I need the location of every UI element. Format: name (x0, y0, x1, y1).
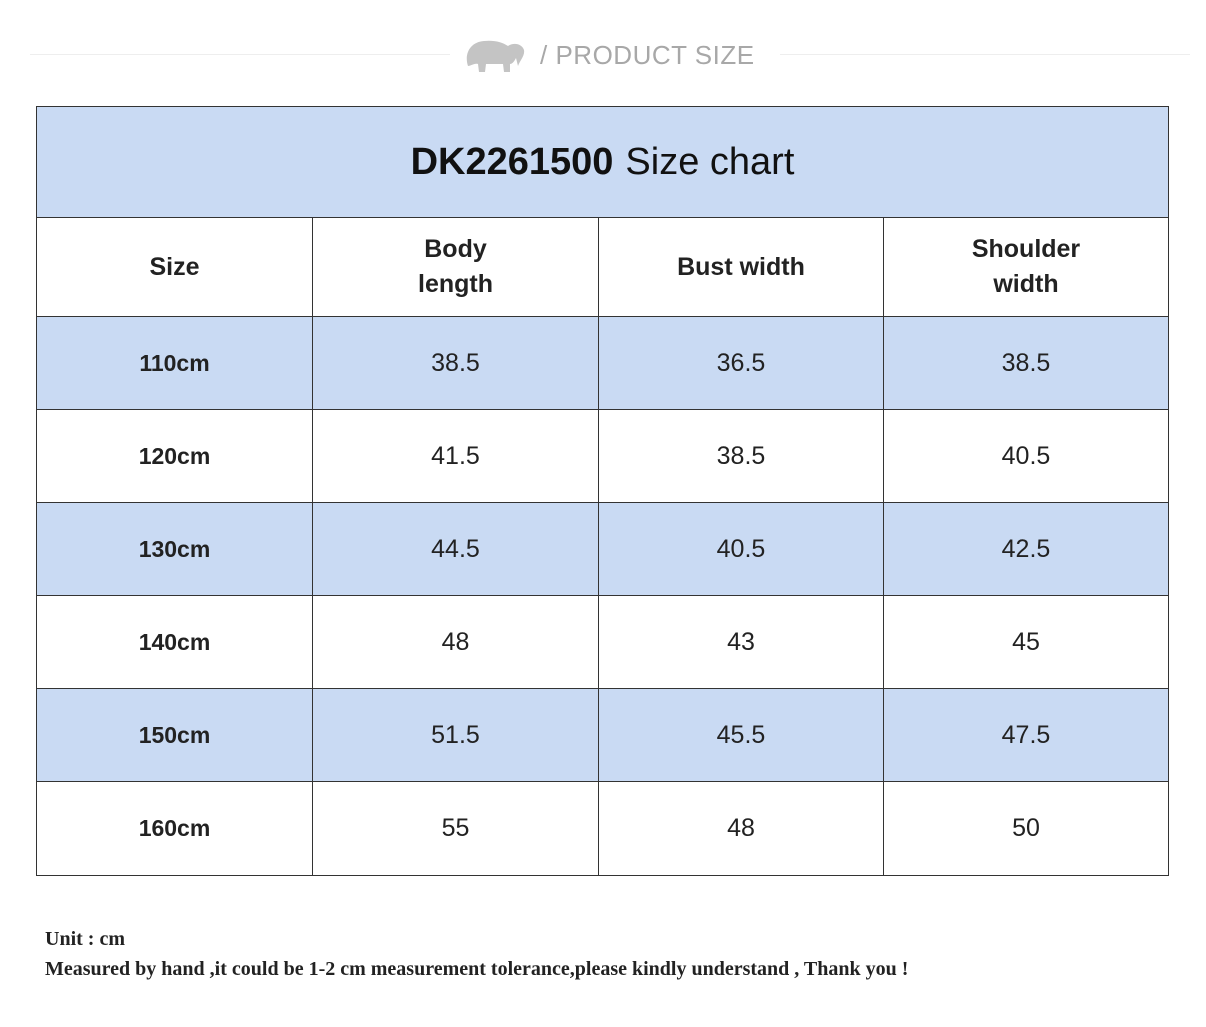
table-row: 160cm 55 48 50 (37, 782, 1168, 875)
value-cell: 48 (313, 596, 599, 688)
header-cell: Bust width (599, 218, 884, 316)
value-cell: 55 (313, 782, 599, 875)
header-text: Bust width (677, 252, 805, 281)
divider (30, 54, 450, 55)
value-cell: 45.5 (599, 689, 884, 781)
title-code: DK2261500 (410, 140, 614, 183)
header-text: Size (149, 252, 200, 281)
value-cell: 41.5 (313, 410, 599, 502)
table-row: 130cm 44.5 40.5 42.5 (37, 503, 1168, 596)
size-cell: 140cm (37, 596, 313, 688)
size-cell: 110cm (37, 317, 313, 409)
value-cell: 51.5 (313, 689, 599, 781)
brand-header: / PRODUCT SIZE (0, 30, 1206, 80)
value-cell: 50 (1012, 814, 1040, 842)
table-title: DK2261500 Size chart (37, 107, 1168, 218)
notes: Unit : cm Measured by hand ,it could be … (45, 924, 908, 984)
value-cell: 43 (599, 596, 884, 688)
value-cell: 40.5 (599, 503, 884, 595)
note: Unit : cm (45, 928, 125, 950)
header-cell: Size (37, 218, 313, 316)
table-row: 150cm 51.5 45.5 47.5 (37, 689, 1168, 782)
size-cell: 130cm (37, 503, 313, 595)
divider (780, 54, 1190, 55)
table-row: 120cm 41.5 38.5 40.5 (37, 410, 1168, 503)
header-cell: Shoulder width (884, 218, 1168, 316)
size-cell: 120cm (37, 410, 313, 502)
table-row: 110cm 38.5 36.5 38.5 (37, 317, 1168, 410)
value-cell: 38.5 (1001, 348, 1051, 377)
value-cell: 42.5 (1001, 534, 1051, 563)
elephant-icon (466, 40, 525, 72)
note: Measured by hand ,it could be 1-2 cm mea… (45, 958, 909, 980)
title-text: Size chart (625, 140, 795, 183)
header-text: Body length (418, 235, 493, 298)
size-cell: 160cm (37, 782, 313, 875)
table-body: Size Body length Bust width Shoulder width 1… (37, 218, 1168, 875)
value-cell: 38.5 (599, 410, 884, 502)
header-cell: Body length (313, 218, 599, 316)
header-text: Shoulder width (971, 235, 1081, 298)
size-cell: 150cm (37, 689, 313, 781)
value-cell: 45 (1012, 627, 1040, 656)
value-cell: 36.5 (599, 317, 884, 409)
brand-label: / PRODUCT SIZE (540, 40, 755, 70)
value-cell: 48 (599, 782, 884, 875)
table-row: 140cm 48 43 45 (37, 596, 1168, 689)
value-cell: 47.5 (1001, 720, 1051, 749)
value-cell: 44.5 (313, 503, 599, 595)
value-cell: 40.5 (1001, 441, 1051, 470)
size-table: DK2261500 Size chart Size Body length Bust … (36, 106, 1169, 876)
header-row: Size Body length Bust width Shoulder width (37, 218, 1168, 317)
value-cell: 38.5 (313, 317, 599, 409)
